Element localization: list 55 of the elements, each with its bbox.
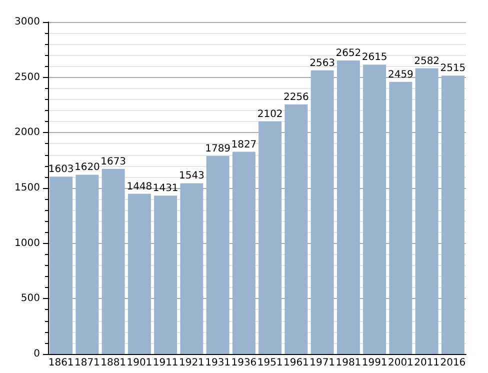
data-label: 2515 <box>440 63 466 74</box>
data-label: 1620 <box>74 162 100 174</box>
y-tick-label: 0 <box>34 348 40 360</box>
y-tick-label: 3000 <box>14 16 40 28</box>
x-tick-label: 1981 <box>336 358 362 368</box>
bar <box>102 168 125 354</box>
x-tick-label: 1961 <box>283 358 309 368</box>
bar <box>128 194 151 354</box>
bar <box>232 152 256 354</box>
x-tick-label: 2011 <box>414 358 440 368</box>
bar <box>50 176 73 354</box>
data-label: 1673 <box>100 156 126 168</box>
data-label: 2256 <box>283 92 309 103</box>
data-label: 1827 <box>231 139 257 150</box>
data-label: 1603 <box>48 164 74 176</box>
data-label: 1543 <box>178 170 204 182</box>
data-label: 1789 <box>205 144 231 155</box>
bar <box>415 68 438 354</box>
data-label: 2102 <box>257 108 283 120</box>
x-tick-label: 1971 <box>310 358 336 368</box>
data-label: 2563 <box>310 58 336 69</box>
data-label: 2652 <box>336 48 362 60</box>
x-tick-label: 2001 <box>388 358 414 368</box>
data-label: 1448 <box>126 181 152 192</box>
x-tick-label: 1881 <box>100 358 126 368</box>
bar <box>284 104 308 354</box>
y-tick-label: 2500 <box>14 72 40 83</box>
y-tick-label: 1500 <box>14 182 40 194</box>
bar <box>441 76 464 354</box>
bar <box>389 82 412 354</box>
data-label: 1431 <box>152 183 178 194</box>
bar <box>336 60 360 354</box>
bar <box>154 196 178 354</box>
bar <box>180 183 204 354</box>
x-tick-label: 1936 <box>231 358 257 368</box>
x-tick-label: 2016 <box>440 358 466 368</box>
bar <box>310 70 334 354</box>
bar <box>363 64 386 354</box>
y-tick-label: 2000 <box>14 127 40 138</box>
bar <box>258 121 282 354</box>
bar <box>76 174 99 354</box>
data-label: 2459 <box>388 69 414 80</box>
x-tick-label: 1861 <box>48 358 74 368</box>
y-tick-label: 500 <box>20 293 40 304</box>
bar <box>206 156 230 354</box>
y-tick-label: 1000 <box>14 238 40 249</box>
x-tick-label: 1901 <box>126 358 152 368</box>
x-tick-label: 1871 <box>74 358 100 368</box>
x-tick-label: 1931 <box>205 358 231 368</box>
x-tick-label: 1951 <box>257 358 283 368</box>
x-tick-label: 1921 <box>178 358 204 368</box>
x-tick-label: 1991 <box>362 358 388 368</box>
data-label: 2615 <box>362 52 388 64</box>
data-label: 2582 <box>414 56 440 67</box>
x-tick-label: 1911 <box>152 358 178 368</box>
